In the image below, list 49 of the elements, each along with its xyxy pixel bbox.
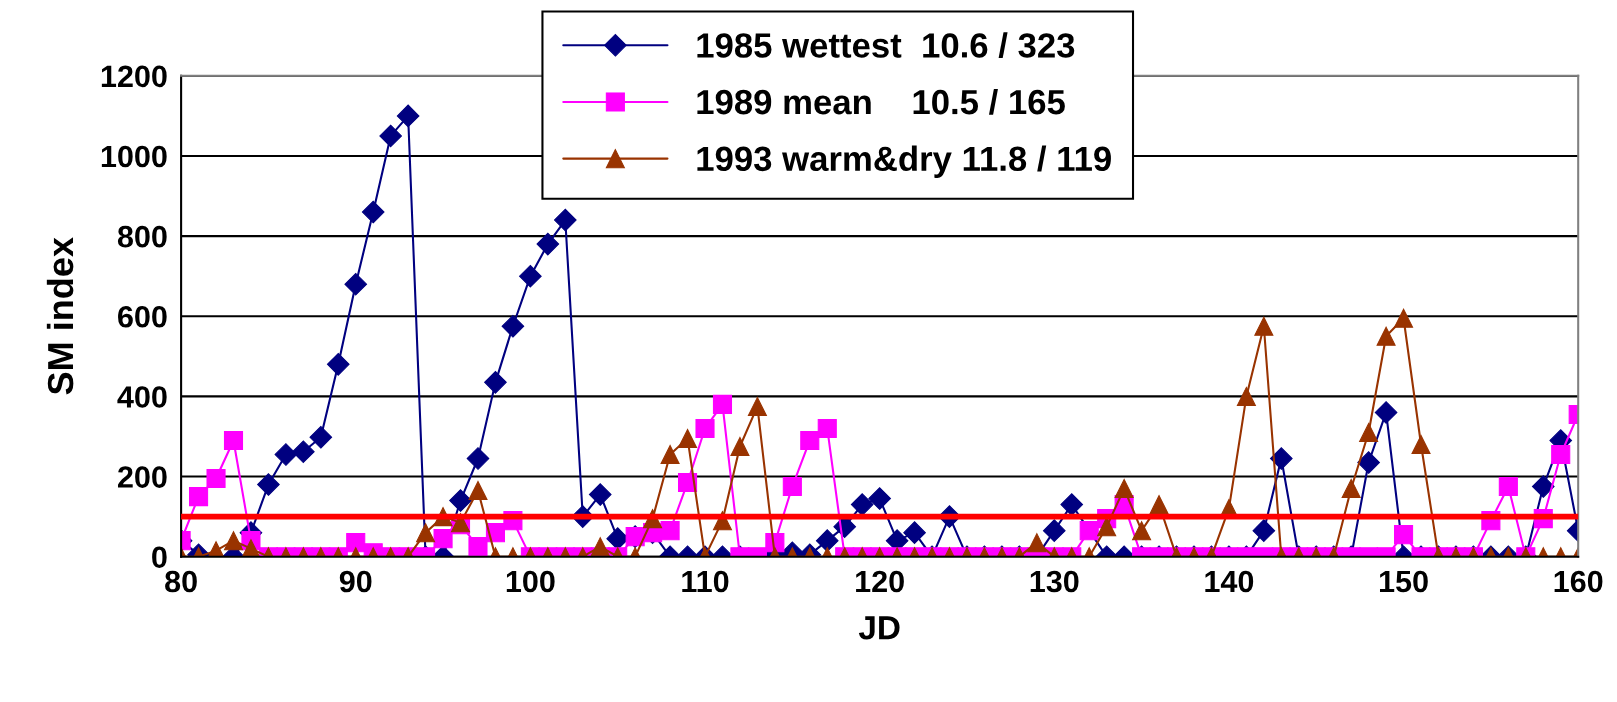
x-tick-label: 90 xyxy=(339,570,372,593)
point xyxy=(553,208,577,232)
point xyxy=(850,493,874,516)
point xyxy=(379,124,402,148)
point xyxy=(1531,475,1555,498)
point xyxy=(1374,401,1398,424)
point xyxy=(1357,451,1380,474)
point xyxy=(274,443,298,466)
y-tick-label: 400 xyxy=(117,386,167,408)
point xyxy=(361,200,385,224)
point xyxy=(1252,519,1276,542)
point xyxy=(292,440,315,464)
point xyxy=(868,487,891,510)
x-tick-label: 160 xyxy=(1554,570,1603,593)
y-axis-title: SM index xyxy=(46,237,74,395)
point xyxy=(536,232,560,256)
point xyxy=(449,489,472,512)
legend-label: 1985 wettest 10.6 / 323 xyxy=(697,32,1075,59)
y-tick-label: 1000 xyxy=(101,145,167,168)
point xyxy=(1042,519,1066,542)
point xyxy=(588,483,612,506)
x-axis-title: JD xyxy=(858,616,900,640)
x-tick-label: 80 xyxy=(165,570,197,593)
x-tick-label: 120 xyxy=(856,570,904,593)
y-tick-label: 200 xyxy=(117,466,167,488)
point xyxy=(326,353,350,376)
point xyxy=(257,473,280,496)
x-tick-label: 100 xyxy=(506,570,555,593)
legend-label: 1993 warm&dry 11.8 / 119 xyxy=(697,145,1111,178)
point xyxy=(1269,447,1293,470)
y-tick-label: 600 xyxy=(118,305,167,328)
point xyxy=(519,264,542,288)
x-tick-label: 110 xyxy=(682,570,729,593)
y-tick-label: 800 xyxy=(117,225,167,248)
point xyxy=(815,529,839,552)
point xyxy=(501,314,525,338)
point xyxy=(1060,493,1084,516)
x-tick-label: 150 xyxy=(1379,570,1428,593)
point xyxy=(466,447,490,470)
y-tick-label: 1200 xyxy=(101,65,167,88)
x-tick-label: 130 xyxy=(1030,570,1079,593)
point xyxy=(903,521,926,544)
y-tick-label: 0 xyxy=(152,546,167,569)
point xyxy=(309,425,333,449)
x-tick-label: 140 xyxy=(1205,570,1254,593)
point xyxy=(396,104,420,128)
point xyxy=(344,272,368,296)
point xyxy=(484,371,507,394)
legend-label: 1989 mean 10.5 / 165 xyxy=(697,88,1065,115)
